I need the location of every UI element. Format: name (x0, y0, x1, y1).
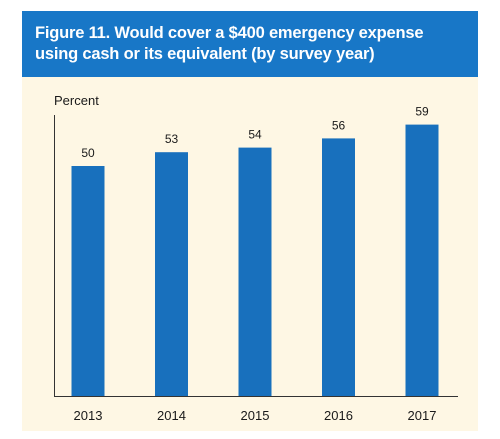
bar-chart: Percent 50 53 54 56 59 2013 2014 2015 2016 2017 (54, 93, 458, 423)
bars-group (71, 124, 439, 396)
data-label-2017: 59 (415, 105, 429, 119)
data-label-2014: 53 (165, 132, 179, 146)
y-axis-label: Percent (54, 93, 99, 108)
figure-container: Figure 11. Would cover a $400 emergency … (22, 11, 478, 431)
data-label-2013: 50 (81, 146, 95, 160)
x-tick-label-2017: 2017 (408, 408, 437, 423)
x-tick-label-2015: 2015 (241, 408, 270, 423)
bar-2014 (155, 152, 188, 396)
data-label-2015: 54 (248, 128, 262, 142)
x-tick-label-2014: 2014 (157, 408, 186, 423)
bar-2015 (238, 147, 272, 396)
bar-2016 (322, 138, 355, 396)
chart-panel: Percent 50 53 54 56 59 2013 2014 2015 2016 2017 (22, 77, 478, 431)
data-label-2016: 56 (332, 118, 346, 132)
figure-title: Figure 11. Would cover a $400 emergency … (35, 24, 424, 63)
bar-2013 (71, 166, 105, 396)
bar-2017 (405, 124, 439, 396)
figure-title-bar: Figure 11. Would cover a $400 emergency … (22, 11, 478, 77)
x-tick-label-2016: 2016 (324, 408, 353, 423)
x-tick-label-2013: 2013 (74, 408, 103, 423)
x-tick-labels-group: 2013 2014 2015 2016 2017 (74, 408, 437, 423)
data-labels-group: 50 53 54 56 59 (81, 105, 429, 160)
